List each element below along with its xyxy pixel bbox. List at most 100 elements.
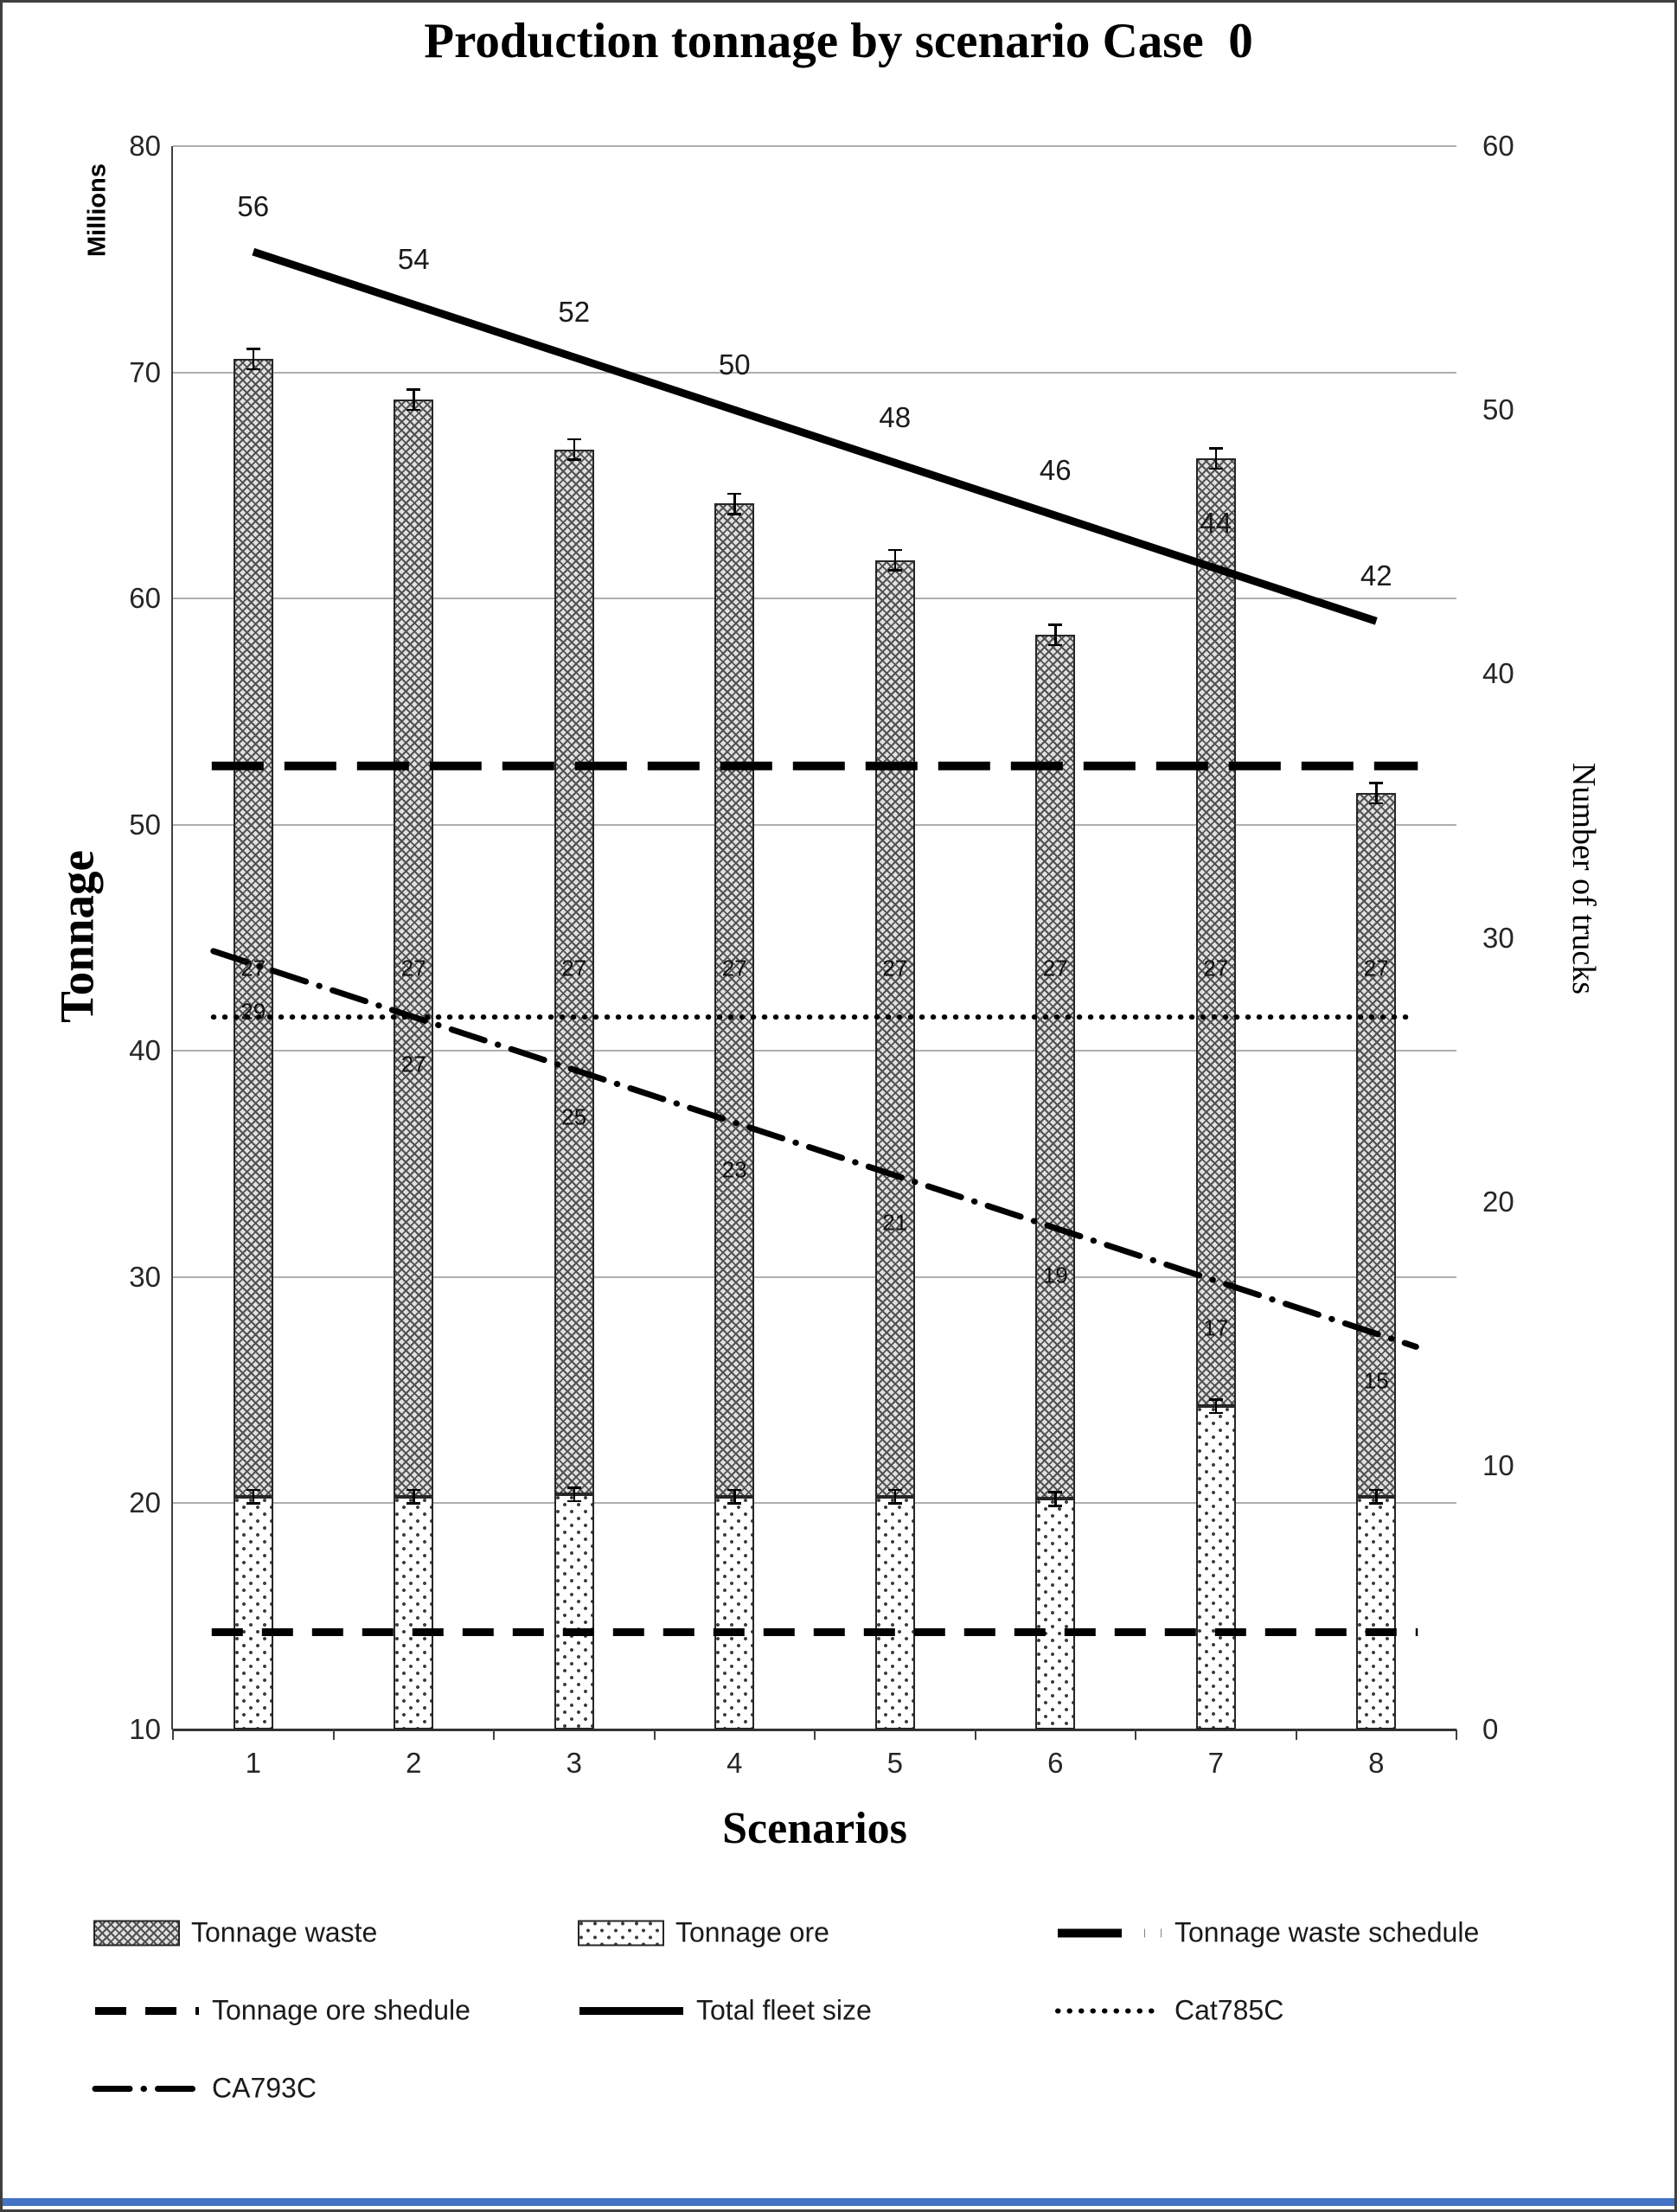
error-bar-cap bbox=[887, 569, 902, 572]
error-bar-cap bbox=[1208, 467, 1223, 470]
x-axis-category-label: 6 bbox=[1047, 1747, 1064, 1779]
legend-item-cat785c: Cat785C bbox=[1055, 1994, 1284, 2027]
error-bar-cap bbox=[1208, 1411, 1223, 1415]
error-bar-stem bbox=[733, 1489, 736, 1504]
y-axis-tick-left: 80 bbox=[129, 130, 161, 162]
error-bar-cap bbox=[246, 348, 260, 350]
dashdot-line-swatch bbox=[92, 2085, 202, 2092]
bar-tonnage-waste bbox=[1195, 457, 1236, 1406]
bar-tonnage-waste bbox=[1035, 634, 1076, 1499]
gridline bbox=[173, 1275, 1456, 1278]
bar-tonnage-waste bbox=[554, 449, 594, 1494]
legend-item-tonnage-waste: Tonnage waste bbox=[93, 1917, 377, 1949]
error-bar-cap bbox=[246, 368, 260, 371]
line-series-layer bbox=[210, 247, 1419, 1636]
legend-label: CA793C bbox=[212, 2072, 317, 2104]
bar-tonnage-waste bbox=[714, 503, 755, 1497]
legend-item-tonnage-ore-shedule: Tonnage ore shedule bbox=[93, 1995, 470, 2027]
error-bar-cap bbox=[246, 1502, 260, 1505]
y-axis-tick-left: 60 bbox=[129, 582, 161, 615]
data-label-cat785c: 27 bbox=[882, 955, 908, 981]
y-axis-unit-label: Millions bbox=[83, 163, 112, 257]
data-label-total-fleet-size: 56 bbox=[237, 190, 270, 223]
y-axis-tick-right: 50 bbox=[1482, 393, 1514, 426]
line-ca793c bbox=[210, 948, 1419, 1350]
error-bar-cap bbox=[406, 408, 421, 412]
error-bar-cap bbox=[406, 1488, 421, 1492]
error-bar-cap bbox=[1048, 1491, 1063, 1493]
error-bar-cap bbox=[1208, 1398, 1223, 1401]
error-bar-cap bbox=[406, 388, 421, 391]
gridline bbox=[173, 145, 1456, 147]
data-label-total-fleet-size: 42 bbox=[1360, 559, 1392, 592]
gridline bbox=[173, 371, 1456, 374]
data-label-total-fleet-size: 48 bbox=[879, 401, 912, 434]
data-label-cat785c: 27 bbox=[561, 955, 587, 981]
data-label-ca793c: 15 bbox=[1363, 1367, 1389, 1394]
data-label-cat785c: 27 bbox=[721, 955, 747, 981]
line-total-fleet-size bbox=[252, 247, 1378, 625]
legend-label: Cat785C bbox=[1175, 1994, 1284, 2026]
error-bar-stem bbox=[1214, 448, 1218, 469]
error-bar-cap bbox=[1369, 1502, 1384, 1505]
bar-tonnage-ore bbox=[233, 1496, 273, 1729]
x-axis-tick bbox=[1295, 1729, 1297, 1740]
plot-area: 56 54 52 50 48 46 44 42 27 27 27 27 27 27 27 27 29 27 25 23… bbox=[173, 145, 1456, 1731]
chart-title: Production tonnage by scenario Case 0 bbox=[424, 14, 1253, 68]
x-axis-category-label: 7 bbox=[1207, 1747, 1224, 1779]
error-bar-cap bbox=[727, 1502, 742, 1505]
bar-tonnage-ore bbox=[714, 1496, 755, 1729]
longdash-line-swatch bbox=[1058, 1928, 1162, 1937]
error-bar-stem bbox=[893, 549, 897, 571]
legend-item-total-fleet-size: Total fleet size bbox=[578, 1995, 872, 2027]
dash-line-swatch bbox=[95, 2006, 199, 2015]
y-axis-tick-left: 40 bbox=[129, 1034, 161, 1067]
bar-tonnage-ore bbox=[874, 1496, 915, 1729]
x-axis-title: Scenarios bbox=[722, 1804, 907, 1853]
error-bar-cap bbox=[887, 1488, 902, 1492]
legend-label: Total fleet size bbox=[696, 1994, 872, 2026]
solid-line-swatch bbox=[579, 2006, 683, 2015]
data-label-total-fleet-size: 54 bbox=[397, 243, 430, 276]
x-axis-category-label: 1 bbox=[245, 1747, 261, 1779]
data-label-total-fleet-size: 52 bbox=[558, 296, 591, 329]
data-label-ca793c: 25 bbox=[561, 1103, 587, 1130]
error-bar-cap bbox=[887, 1502, 902, 1505]
error-bar-stem bbox=[893, 1489, 897, 1504]
bar-tonnage-ore bbox=[1035, 1499, 1076, 1729]
gridline bbox=[173, 1502, 1456, 1505]
error-bar-cap bbox=[1208, 447, 1223, 450]
x-axis-tick bbox=[332, 1729, 335, 1740]
x-axis-category-label: 4 bbox=[726, 1747, 743, 1779]
error-bar-stem bbox=[573, 438, 576, 460]
dotted-line-swatch bbox=[1055, 2008, 1164, 2013]
error-bar-cap bbox=[1048, 623, 1063, 626]
gridline bbox=[173, 1050, 1456, 1052]
x-axis-tick bbox=[1456, 1729, 1457, 1740]
data-label-cat785c: 27 bbox=[400, 955, 426, 981]
error-bar-stem bbox=[1054, 1492, 1057, 1506]
legend-label: Tonnage ore bbox=[675, 1916, 829, 1948]
y-axis-line bbox=[171, 146, 173, 1729]
y-axis-tick-left: 50 bbox=[129, 808, 161, 841]
bar-tonnage-ore bbox=[554, 1493, 594, 1729]
data-label-total-fleet-size: 46 bbox=[1039, 454, 1072, 487]
error-bar-stem bbox=[1375, 783, 1378, 803]
error-bar-cap bbox=[1369, 782, 1384, 784]
bar-tonnage-ore bbox=[394, 1496, 434, 1729]
legend-item-tonnage-ore: Tonnage ore bbox=[578, 1917, 829, 1949]
error-bar-stem bbox=[413, 389, 415, 410]
error-bar-stem bbox=[1375, 1489, 1378, 1504]
error-bar-cap bbox=[566, 438, 581, 441]
legend-item-tonnage-waste-schedule: Tonnage waste schedule bbox=[1056, 1917, 1479, 1949]
y-axis-tick-left: 30 bbox=[129, 1260, 161, 1293]
error-bar-cap bbox=[1369, 802, 1384, 805]
error-bar-cap bbox=[566, 1486, 581, 1489]
bar-tonnage-waste bbox=[874, 559, 915, 1497]
y-axis-tick-right: 40 bbox=[1482, 657, 1514, 690]
error-bar-cap bbox=[887, 548, 902, 552]
data-label-ca793c: 19 bbox=[1042, 1262, 1068, 1288]
x-axis-tick bbox=[974, 1729, 976, 1740]
error-bar-cap bbox=[566, 458, 581, 461]
legend-label: Tonnage waste bbox=[191, 1916, 378, 1948]
